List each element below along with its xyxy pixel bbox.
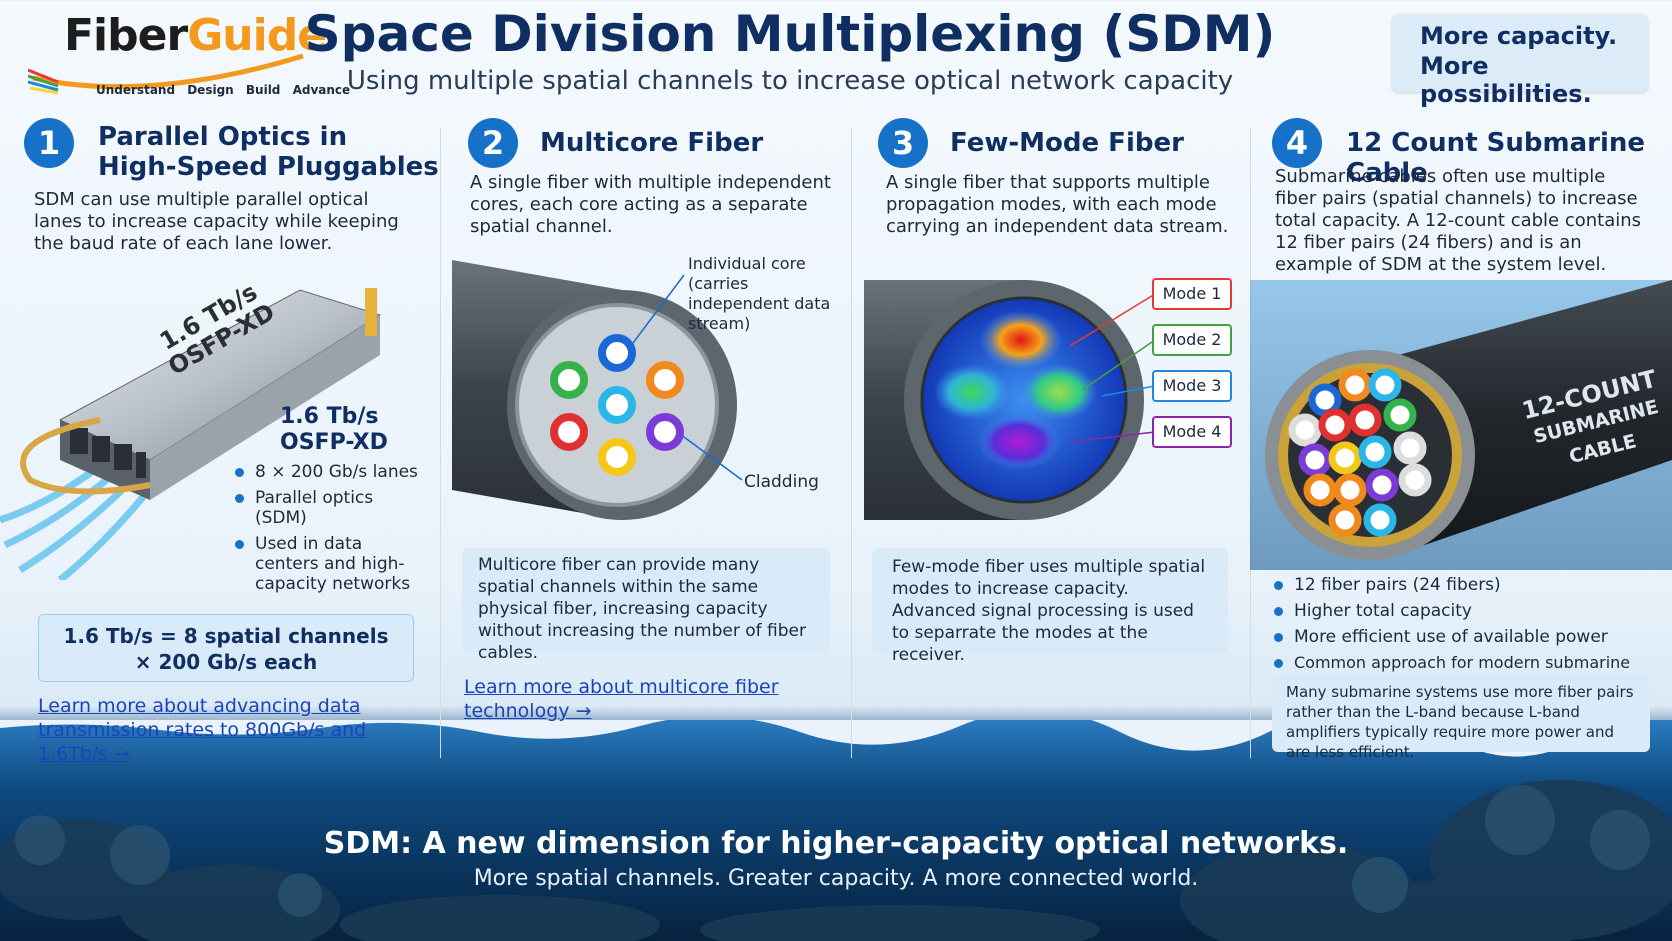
list-item: 12 fiber pairs (24 fibers) [1272,575,1662,595]
logo-tagline: Understand Design Build Advance [96,83,351,97]
section-1-bullets: 8 × 200 Gb/s lanes Parallel optics (SDM)… [233,462,421,600]
multicore-fiber-illustration [452,260,743,520]
section-3-number: 3 [878,118,928,168]
list-item: 8 × 200 Gb/s lanes [233,462,421,482]
ocean-background [0,720,1672,941]
logo-fiber-text: Fiber [64,10,188,61]
section-2-title: Multicore Fiber [540,128,764,158]
section-2-number: 2 [468,118,518,168]
section-divider [851,128,852,758]
logo-guide-text: Guide [187,10,327,61]
mode-4-label: Mode 4 [1152,416,1232,448]
core-label: Individual core (carries independent dat… [688,254,831,333]
mode-leader-lines [1069,293,1156,443]
tagline-box: More capacity. More possibilities. [1392,14,1648,108]
section-2-info-box: Multicore fiber can provide many spatial… [462,548,830,663]
section-4-title: 12 Count Submarine Cable [1346,128,1646,188]
section-1-number: 1 [24,118,74,168]
section-4-bullets: 12 fiber pairs (24 fibers) Higher total … [1272,575,1662,699]
section-2-description: A single fiber with multiple independent… [470,172,831,237]
section-2-learn-more-link[interactable]: Learn more about multicore fiber technol… [464,676,779,722]
mode-3-label: Mode 3 [1152,370,1232,402]
section-divider [440,128,441,758]
section-3-title: Few-Mode Fiber [950,128,1184,158]
section-4-info-box: Many submarine systems use more fiber pa… [1272,676,1650,761]
section-3-description: A single fiber that supports multiple pr… [886,172,1229,237]
list-item: Higher total capacity [1272,601,1662,621]
logo[interactable]: FiberGuide [64,10,327,61]
osfp-xd-module-illustration [0,288,382,580]
tagline-line-1: More capacity. [1420,22,1618,50]
section-1-description: SDM can use multiple parallel optical la… [34,189,399,254]
section-4-number: 4 [1272,118,1322,168]
list-item: Used in data centers and high-capacity n… [233,534,421,594]
footer-headline: SDM: A new dimension for higher-capacity… [323,826,1349,861]
section-1-learn-more-link[interactable]: Learn more about advancing data transmis… [38,695,367,765]
page-title: Space Division Multiplexing (SDM) [304,5,1276,63]
list-item: Parallel optics (SDM) [233,488,421,528]
page-subtitle: Using multiple spatial channels to incre… [346,66,1234,96]
section-3-info-box: Few-mode fiber uses multiple spatial mod… [872,548,1228,665]
submarine-cable-illustration [1250,280,1672,570]
cladding-label: Cladding [744,472,819,492]
footer-subline: More spatial channels. Greater capacity.… [473,866,1199,891]
tagline-line-2: More possibilities. [1420,52,1592,108]
few-mode-fiber-illustration [864,280,1144,520]
section-1-title: Parallel Optics in High-Speed Pluggables [98,122,439,182]
section-1-summary-box: 1.6 Tb/s = 8 spatial channels × 200 Gb/s… [38,614,414,682]
section-4-description: Submarine cables often use multiple fibe… [1275,166,1642,275]
list-item: More efficient use of available power [1272,627,1662,647]
mode-1-label: Mode 1 [1152,278,1232,310]
logo-swoosh-icon [28,53,304,95]
spec-title: 1.6 Tb/s OSFP-XD [280,404,388,455]
mode-2-label: Mode 2 [1152,324,1232,356]
